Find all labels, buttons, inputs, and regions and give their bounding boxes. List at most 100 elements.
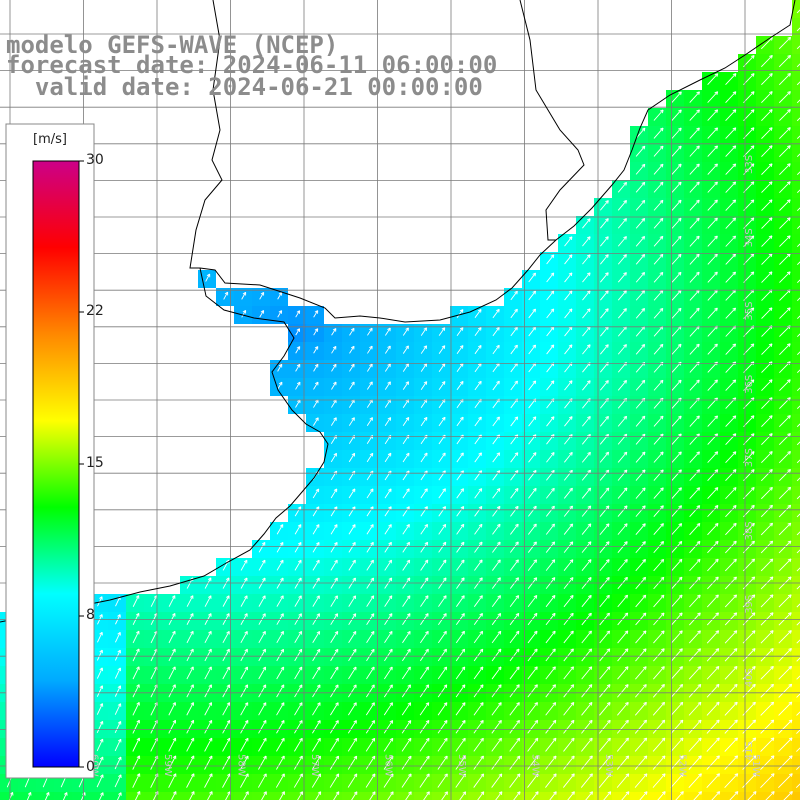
wind-arrow: [294, 666, 303, 680]
wind-arrow: [168, 755, 177, 770]
wind-arrow: [797, 243, 800, 247]
wind-arrow: [438, 559, 447, 571]
wind-arrow: [294, 720, 303, 734]
wind-arrow: [402, 345, 409, 354]
wind-arrow: [384, 559, 392, 571]
wind-arrow: [635, 343, 646, 355]
wind-arrow: [796, 765, 800, 770]
colorbar-units: [m/s]: [33, 132, 67, 147]
wind-arrow: [401, 755, 412, 770]
wind-arrow: [383, 737, 394, 752]
wind-arrow: [527, 702, 538, 716]
wind-arrow: [437, 755, 448, 770]
wind-speed-cell: [504, 792, 522, 800]
wind-arrow: [510, 416, 519, 427]
wind-arrow: [437, 720, 448, 734]
wind-arrow: [438, 381, 446, 391]
wind-arrow: [671, 451, 682, 463]
wind-arrow: [132, 773, 141, 788]
wind-arrow: [473, 684, 484, 698]
wind-arrow: [510, 326, 518, 337]
wind-arrow: [796, 747, 800, 752]
wind-arrow: [204, 630, 212, 644]
wind-arrow: [706, 719, 720, 734]
wind-arrow: [671, 127, 682, 139]
wind-arrow: [420, 381, 428, 390]
wind-speed-cell: [792, 0, 800, 18]
wind-arrow: [114, 649, 121, 661]
wind-arrow: [635, 290, 646, 301]
wind-arrow: [204, 702, 213, 716]
wind-arrow: [693, 791, 702, 800]
wind-arrow: [599, 415, 609, 427]
wind-arrow: [384, 345, 391, 354]
wind-arrow: [276, 666, 285, 680]
wind-arrow: [707, 505, 719, 518]
wind-arrow: [509, 595, 520, 608]
wind-arrow: [689, 307, 700, 319]
wind-arrow: [581, 684, 593, 698]
wind-arrow: [653, 109, 664, 121]
wind-arrow: [778, 665, 792, 680]
wind-arrow: [725, 540, 737, 554]
wind-arrow: [621, 791, 630, 800]
wind-arrow: [617, 218, 627, 229]
wind-arrow: [294, 559, 302, 571]
wind-arrow: [724, 683, 738, 698]
colorbar-tick-22: 22: [86, 303, 104, 319]
wind-speed-cell: [486, 792, 504, 800]
wind-arrow: [689, 558, 701, 572]
wind-arrow: [639, 791, 648, 800]
wind-speed-cell: [792, 162, 800, 180]
wind-arrow: [186, 755, 195, 770]
wind-arrow: [510, 487, 519, 499]
wind-arrow: [384, 595, 393, 607]
wind-arrow: [114, 667, 122, 679]
wind-arrow: [617, 451, 628, 463]
wind-arrow: [293, 755, 303, 770]
wind-arrow: [761, 217, 773, 229]
wind-arrow: [132, 719, 140, 734]
wind-arrow: [330, 559, 338, 571]
wind-arrow: [796, 639, 800, 644]
wind-arrow: [582, 344, 591, 355]
wind-arrow: [456, 506, 465, 517]
wind-speed-cell: [540, 792, 558, 800]
wind-arrow: [635, 451, 646, 463]
wind-arrow: [778, 73, 791, 86]
wind-arrow: [545, 612, 556, 626]
wind-arrow: [383, 773, 394, 788]
wind-arrow: [671, 558, 683, 572]
wind-arrow: [492, 344, 500, 355]
wind-arrow: [330, 541, 338, 553]
wind-arrow: [186, 613, 194, 625]
wind-arrow: [276, 613, 284, 625]
wind-arrow: [760, 522, 774, 536]
wind-arrow: [778, 504, 792, 518]
wind-arrow: [580, 773, 593, 788]
wind-arrow: [796, 117, 800, 122]
wind-arrow: [657, 791, 666, 800]
wind-arrow: [186, 773, 195, 788]
wind-speed-cell: [270, 792, 288, 800]
wind-arrow: [366, 631, 375, 644]
wind-arrow: [545, 559, 556, 571]
wind-arrow: [689, 109, 700, 121]
wind-arrow: [563, 719, 575, 734]
wind-arrow: [168, 719, 177, 734]
wind-arrow: [401, 666, 411, 680]
wind-arrow: [528, 326, 536, 337]
wind-arrow: [761, 433, 773, 446]
wind-arrow: [653, 612, 665, 626]
wind-arrow: [474, 488, 483, 499]
model-title: modelo GEFS-WAVE (NCEP): [6, 31, 339, 59]
wind-arrow: [259, 291, 265, 300]
wind-arrow: [634, 701, 647, 716]
wind-arrow: [477, 791, 485, 800]
lat-label: 39S: [744, 595, 755, 614]
wind-arrow: [582, 272, 591, 283]
lon-label: 53W: [603, 754, 614, 777]
wind-arrow: [419, 648, 429, 662]
wind-arrow: [437, 702, 448, 716]
